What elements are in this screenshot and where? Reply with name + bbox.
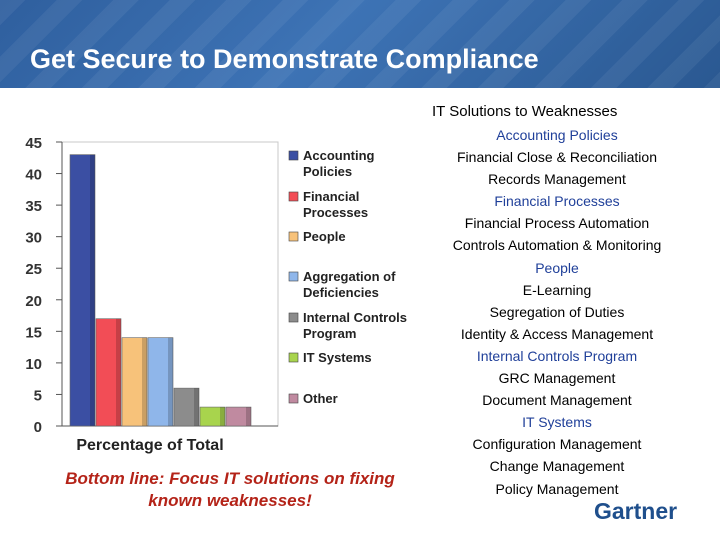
bar-shade [220, 407, 225, 426]
solution-item: Controls Automation & Monitoring [452, 237, 662, 254]
solution-item: Financial Process Automation [464, 215, 650, 232]
bar-shade [142, 337, 147, 426]
legend-label: People [303, 229, 346, 244]
y-tick-label: 5 [34, 387, 42, 404]
y-tick-label: 15 [25, 324, 42, 341]
bar [199, 406, 226, 427]
legend-swatch [288, 231, 299, 242]
legend-label: Internal Controls Program [303, 310, 407, 341]
title-banner [0, 0, 720, 88]
solution-item: Document Management [482, 392, 632, 409]
bar [147, 337, 174, 427]
solution-item: Records Management [488, 171, 626, 188]
solution-item: Change Management [489, 458, 625, 475]
bar [225, 406, 252, 427]
bar [95, 318, 122, 427]
solution-category: Internal Controls Program [476, 347, 638, 364]
y-tick-label: 45 [25, 135, 42, 152]
y-tick-label: 35 [25, 198, 42, 215]
bar [121, 337, 148, 427]
solution-category: Accounting Policies [496, 127, 618, 143]
bottom-line-note: Bottom line: Focus IT solutions on fixin… [65, 469, 395, 510]
legend-label: Accounting Policies [303, 148, 375, 179]
solution-item: E-Learning [522, 281, 592, 298]
x-axis-label: Percentage of Total [76, 437, 223, 454]
bar-shade [246, 407, 251, 426]
solution-category: People [535, 259, 579, 276]
solution-item: Configuration Management [472, 436, 642, 453]
y-tick-label: 10 [25, 356, 42, 373]
solution-category: Financial Processes [494, 193, 620, 210]
legend-label: Aggregation of Deficiencies [303, 269, 396, 300]
legend-swatch [288, 271, 299, 282]
y-tick-label: 20 [25, 293, 42, 310]
y-tick-label: 25 [25, 261, 42, 278]
legend-swatch [288, 312, 299, 323]
bar-shade [90, 154, 95, 426]
y-tick-label: 0 [34, 419, 42, 436]
bar [173, 387, 200, 427]
legend-swatch [288, 393, 299, 404]
bar-chart: 0 5 10 15 20 25 30 35 40 45 Percentage of Total Acc… [25, 135, 407, 454]
solution-item: Identity & Access Management [460, 325, 654, 342]
bar [69, 154, 96, 427]
solutions-list: Accounting Policies Financial Close & Rec… [428, 124, 686, 500]
legend-label: Other [303, 391, 338, 406]
slide-title: Get Secure to Demonstrate Compliance [30, 44, 539, 74]
solution-category: IT Systems [522, 414, 592, 431]
solution-item: Financial Close & Reconciliation [457, 149, 657, 166]
solution-item: Segregation of Duties [489, 303, 625, 320]
solutions-heading: IT Solutions to Weaknesses [432, 103, 618, 120]
bar-shade [168, 337, 173, 426]
solution-item: Policy Management [495, 480, 619, 497]
bar-shade [194, 388, 199, 426]
legend-swatch [288, 150, 299, 161]
legend-label: IT Systems [303, 350, 372, 365]
y-tick-label: 30 [25, 230, 42, 247]
legend-label: Financial Processes [303, 189, 368, 220]
y-tick-label: 40 [25, 167, 42, 184]
legend-swatch [288, 191, 299, 202]
gartner-logo: Gartner [594, 498, 678, 524]
legend-swatch [288, 352, 299, 363]
bar-shade [116, 318, 121, 426]
solution-item: GRC Management [498, 370, 616, 387]
